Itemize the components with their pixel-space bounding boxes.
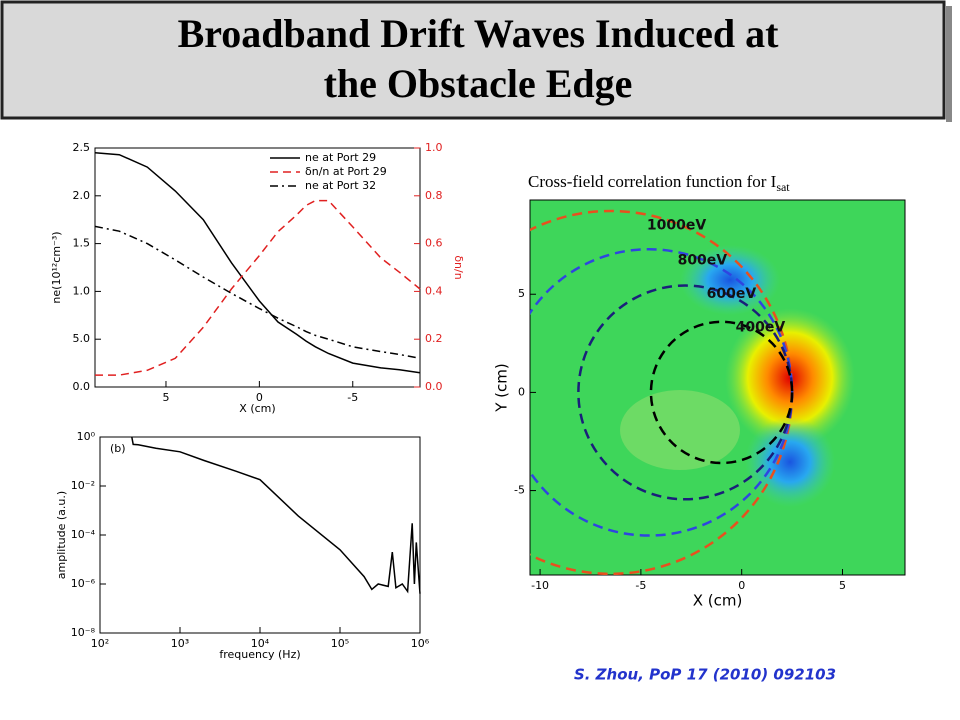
y-tick-label: 10⁻²: [71, 479, 95, 492]
circle-label: 1000eV: [647, 217, 706, 233]
x-tick-label: 10⁵: [331, 637, 349, 650]
caption: Cross-field correlation function for Isa…: [528, 172, 790, 194]
plot-frame: [529, 199, 906, 576]
x-axis-label: X (cm): [239, 402, 275, 415]
x-tick-label: 5: [839, 579, 846, 592]
contour-field: [530, 200, 905, 575]
citation: S. Zhou, PoP 17 (2010) 092103: [574, 666, 836, 684]
legend-label: ne at Port 29: [305, 151, 376, 164]
y-tick-label: 5: [518, 287, 525, 300]
legend-label: δn/n at Port 29: [305, 165, 387, 178]
x-tick-label: 10³: [171, 637, 189, 650]
x-tick-label: -5: [635, 579, 646, 592]
title-line: Broadband Drift Waves Induced at: [178, 11, 780, 56]
circles: [530, 209, 794, 575]
y-tick-label: 10⁻⁸: [71, 626, 96, 639]
x-tick-label: -5: [347, 391, 358, 404]
circle-label: 400eV: [736, 319, 786, 335]
y-tick-label: 0: [518, 385, 525, 398]
y-tick-label: 0.0: [73, 380, 91, 393]
series-line: [95, 199, 421, 376]
energy-circle: [649, 320, 794, 465]
y-tick-label: 2.0: [73, 189, 91, 202]
plot-frame: [94, 147, 421, 388]
plot-frame: [99, 436, 421, 634]
y-tick-label: 2.5: [73, 141, 91, 154]
y2-tick-label: 0.2: [425, 332, 443, 345]
title-shadow: [946, 6, 952, 122]
y-tick-label: 10⁻⁶: [71, 577, 96, 590]
x-tick-label: 0: [256, 391, 263, 404]
negative-blob: [680, 245, 780, 315]
x-axis-label: frequency (Hz): [219, 648, 300, 661]
x-tick-label: 10⁴: [251, 637, 270, 650]
legend-label: ne at Port 32: [305, 179, 376, 192]
series-line: [94, 152, 421, 374]
x-tick-label: -10: [531, 579, 549, 592]
x-axis-label: X (cm): [693, 592, 743, 610]
circle-label: 600eV: [707, 286, 757, 302]
y-tick-label: 10⁻⁴: [71, 528, 96, 541]
series-line: [131, 436, 421, 594]
series-line: [94, 225, 421, 360]
x-tick-label: 0: [738, 579, 745, 592]
y-tick-label: 1.5: [73, 237, 91, 250]
field-patch: [620, 390, 740, 470]
y2-tick-label: 0.6: [425, 237, 443, 250]
x-tick-label: 5: [162, 391, 169, 404]
y-axis-label: amplitude (a.u.): [55, 491, 68, 579]
y-tick-label: 10⁰: [77, 430, 96, 443]
y-tick-label: 1.0: [73, 284, 91, 297]
title-box: [0, 0, 946, 120]
negative-blob: [745, 417, 835, 507]
y2-tick-label: 1.0: [425, 141, 443, 154]
y-tick-label: -5: [514, 484, 525, 497]
caption-sub: sat: [776, 180, 790, 194]
caption-text: Cross-field correlation function for I: [528, 172, 777, 191]
y2-tick-label: 0.4: [425, 284, 443, 297]
x-tick-label: 10⁶: [411, 637, 430, 650]
title-line: the Obstacle Edge: [324, 61, 633, 106]
y-tick-label: 5.0: [73, 332, 91, 345]
y2-tick-label: 0.0: [425, 380, 443, 393]
y2-axis-label: δn/n: [452, 255, 465, 279]
circle-label: 800eV: [678, 253, 728, 269]
y-axis-label: Y (cm): [493, 363, 511, 413]
annotation: (b): [110, 442, 126, 455]
y-axis-label: ne(10¹²cm⁻³): [50, 231, 63, 303]
x-tick-label: 10²: [91, 637, 109, 650]
y2-tick-label: 0.8: [425, 189, 443, 202]
